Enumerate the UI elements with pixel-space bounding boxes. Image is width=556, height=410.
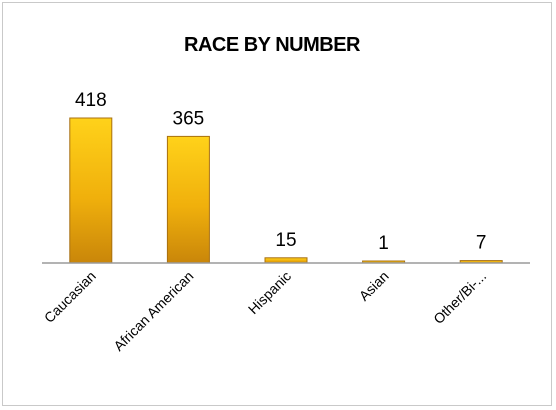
bar-caucasian (69, 117, 113, 264)
category-label: Hispanic (245, 268, 294, 317)
data-label: 365 (173, 108, 205, 129)
category-label: African American (110, 268, 196, 354)
category-label: Other/Bi-... (430, 268, 489, 327)
bars-group (69, 117, 503, 264)
data-label: 15 (275, 230, 296, 251)
category-label: Asian (356, 268, 392, 304)
bar-african-american (166, 135, 210, 264)
chart-title: RACE BY NUMBER (184, 34, 361, 56)
category-label: Caucasian (41, 268, 99, 326)
bar-hispanic (264, 257, 308, 264)
data-label: 418 (75, 90, 107, 111)
data-label: 1 (378, 233, 389, 254)
data-label: 7 (476, 233, 487, 254)
